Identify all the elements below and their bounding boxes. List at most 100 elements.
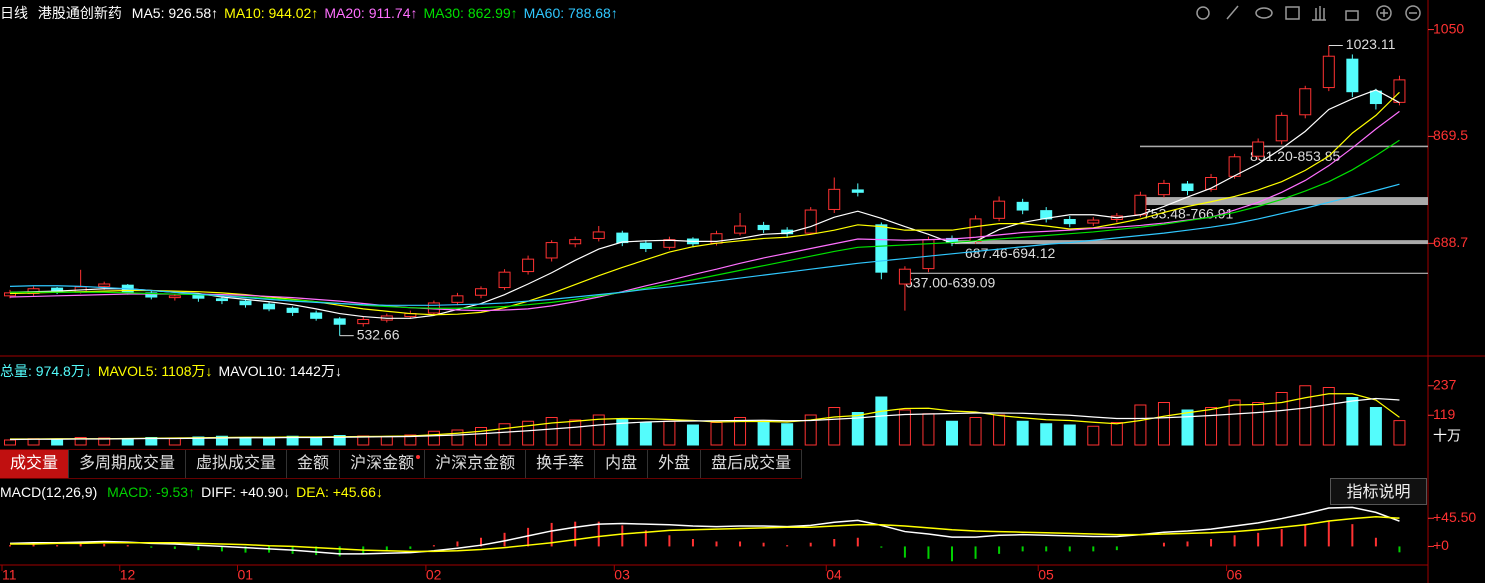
volume-bar (1369, 407, 1382, 446)
volume-bar (498, 423, 511, 446)
volume-bar (192, 436, 205, 446)
price-level-label: 851.20-853.85 (1250, 148, 1341, 164)
candle-body (357, 319, 370, 325)
instrument-name: 港股通创新药 (37, 5, 122, 21)
volume-unit: 十万 (1433, 428, 1461, 444)
ma-line (9, 91, 1400, 316)
volume-bar (898, 409, 911, 446)
volume-bar (1252, 402, 1265, 446)
tab[interactable]: 虚拟成交量 (186, 450, 288, 478)
volume-bar (4, 439, 16, 446)
tab[interactable]: 沪深金额 (340, 450, 426, 478)
volume-bar (74, 437, 87, 446)
volume-legend: 总量: 974.8万↓ (0, 363, 92, 379)
candle-body (1299, 88, 1312, 116)
candle-body (639, 242, 652, 250)
tab[interactable]: 金额 (287, 450, 341, 478)
tab[interactable]: 盘后成交量 (701, 450, 803, 478)
volume-bar (522, 420, 535, 446)
ma-legend: MA5: 926.58↑ (131, 5, 219, 21)
tab[interactable]: 换手率 (526, 450, 596, 478)
candle-body (1134, 194, 1147, 216)
candle-body (851, 189, 864, 193)
volume-bar (781, 423, 794, 446)
candle-body (1157, 182, 1170, 196)
ma-legend: MA60: 788.68↑ (523, 5, 618, 21)
volume-bar (545, 417, 558, 446)
date-label: 04 (826, 567, 842, 583)
candle-body (616, 232, 629, 244)
y-tick-label: 688.7 (1433, 234, 1468, 250)
price-level (955, 240, 1428, 245)
candle-body (734, 225, 747, 234)
eye-icon[interactable] (1255, 7, 1273, 19)
candle-body (1322, 55, 1335, 89)
volume-bar (404, 434, 417, 446)
candle-body (757, 224, 770, 231)
volume-bar (1016, 420, 1029, 446)
indicator-help-button[interactable]: 指标说明 (1330, 478, 1427, 505)
tab[interactable]: 多周期成交量 (69, 450, 187, 478)
candle-body (333, 318, 346, 325)
volume-bar (828, 407, 841, 446)
macd-header: MACD(12,26,9) MACD: -9.53↑ DIFF: +40.90↓ D… (0, 482, 389, 502)
lock-icon[interactable] (1345, 10, 1359, 21)
candle-body (804, 209, 817, 234)
macd-legend: DIFF: +40.90↓ (201, 484, 291, 500)
volume-bar (875, 396, 888, 446)
volume-bar (215, 435, 228, 446)
candle-body (993, 200, 1006, 219)
indicator-tabs: 成交量 多周期成交量 虚拟成交量 金额 沪深金额 沪深京金额 换手率 内盘 外盘 盘后成交量 (0, 449, 803, 479)
tab[interactable]: 内盘 (595, 450, 649, 478)
price-level (1140, 197, 1428, 206)
volume-bar (1299, 385, 1312, 446)
annotation-label: 1023.11 (1346, 36, 1396, 52)
candle-body (569, 239, 582, 245)
volume-bar (1181, 409, 1194, 446)
candle-body (1275, 114, 1288, 142)
candle-body (828, 188, 841, 210)
volume-bar (686, 424, 699, 446)
candle-body (475, 288, 487, 296)
volume-bar (239, 437, 252, 446)
candle-body (451, 295, 464, 303)
zoom-out-icon[interactable] (1405, 5, 1421, 21)
date-label: 02 (426, 567, 442, 583)
volume-bar (1228, 399, 1241, 446)
date-label: 05 (1038, 567, 1054, 583)
volume-bar (757, 420, 770, 446)
candle-body (98, 283, 111, 287)
y-tick-label: 1050 (1433, 20, 1464, 36)
box-icon[interactable] (1285, 6, 1300, 20)
price-level-label: 687.46-694.12 (965, 245, 1056, 261)
volume-bar (333, 435, 346, 446)
annotation-label: 532.66 (357, 326, 400, 342)
volume-bar (1063, 424, 1076, 446)
volume-bar (922, 413, 935, 446)
volume-bar (851, 412, 864, 446)
draw-icon[interactable] (1226, 5, 1239, 20)
tab[interactable]: 成交量 (0, 450, 70, 478)
settings-icon[interactable] (1196, 6, 1210, 20)
volume-bar (451, 429, 464, 446)
candle-body (1181, 183, 1194, 192)
period[interactable]: 日线 (0, 5, 28, 21)
volume-bar (427, 430, 440, 446)
candle-body (239, 300, 252, 306)
volume-bar (1205, 407, 1218, 446)
ma-legend: MA20: 911.74↑ (324, 5, 418, 21)
y-tick-label: +45.50 (1433, 509, 1476, 525)
zoom-in-icon[interactable] (1376, 5, 1392, 21)
tab[interactable]: 沪深京金额 (425, 450, 527, 478)
volume-bar (1157, 402, 1170, 446)
ma-line (9, 183, 1400, 306)
candle-body (1087, 219, 1100, 224)
candle-body (1016, 201, 1029, 211)
volume-header: 总量: 974.8万↓ MAVOL5: 1108万↓ MAVOL10: 1442万↓ (0, 361, 348, 381)
volume-bar (993, 414, 1006, 446)
hand-icon[interactable] (1312, 6, 1326, 21)
volume-bar (475, 427, 487, 446)
tab[interactable]: 外盘 (648, 450, 702, 478)
volume-bar (804, 414, 817, 446)
